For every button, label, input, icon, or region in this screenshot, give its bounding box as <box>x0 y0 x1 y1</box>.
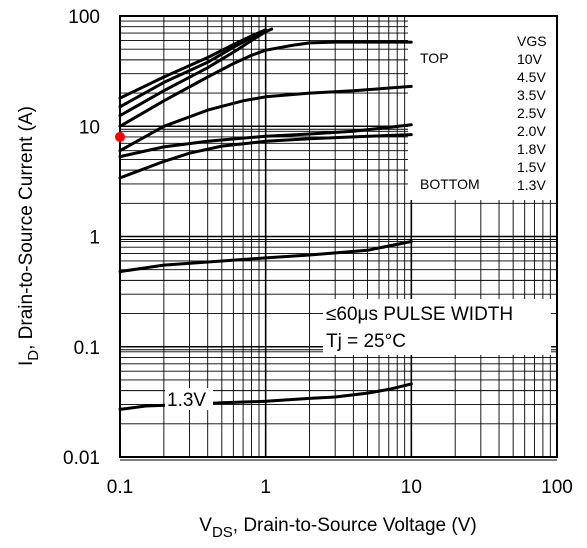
x-tick-label: 100 <box>541 477 573 498</box>
legend-entry: 4.5V <box>517 69 546 85</box>
annotation-background <box>323 299 551 355</box>
series-line <box>118 30 268 118</box>
y-axis-title-main: I <box>16 361 37 366</box>
plot-frame <box>119 15 558 458</box>
series-line <box>118 133 413 180</box>
y-tick-label: 0.1 <box>74 338 100 359</box>
series-line <box>118 240 413 274</box>
legend-entry: 3.5V <box>517 87 546 103</box>
x-axis-title: VDS, Drain-to-Source Voltage (V) <box>199 515 476 541</box>
legend-entry: 1.3V <box>517 177 546 193</box>
legend: VGS TOP BOTTOM 10V 4.5V 3.5V 2.5V 2.0V 1.8V 1.… <box>420 33 547 193</box>
tick-labels: 0.1 1 10 100 0.01 0.1 1 10 100 <box>63 7 573 498</box>
x-axis-title-main: V <box>199 515 212 536</box>
x-axis-title-rest: , Drain-to-Source Voltage (V) <box>233 515 477 536</box>
annotation-pulse-width: ≤60μs PULSE WIDTH <box>326 304 513 325</box>
legend-header: VGS <box>517 33 547 49</box>
legend-bottom-label: BOTTOM <box>420 176 480 192</box>
y-axis-title-rest: , Drain-to-Source Current (A) <box>16 106 37 350</box>
y-tick-label: 1 <box>89 228 100 249</box>
y-axis-title: ID, Drain-to-Source Current (A) <box>16 106 42 366</box>
series-line <box>118 123 413 159</box>
series-layer <box>118 27 413 411</box>
legend-entry: 10V <box>517 51 543 67</box>
legend-entry: 2.0V <box>517 123 546 139</box>
legend-entry: 1.5V <box>517 159 546 175</box>
y-tick-label: 10 <box>79 117 100 138</box>
x-tick-label: 1 <box>260 477 271 498</box>
annotation-tj: Tj = 25°C <box>326 331 406 352</box>
x-tick-label: 10 <box>401 477 422 498</box>
series-line <box>118 27 274 109</box>
y-tick-label: 100 <box>68 7 100 28</box>
legend-entry: 2.5V <box>517 105 546 121</box>
y-axis-title-sub: D <box>25 350 42 361</box>
legend-entry: 1.8V <box>517 141 546 157</box>
x-axis-title-sub: DS <box>212 524 233 541</box>
series-line <box>118 40 413 128</box>
legend-box <box>408 17 556 200</box>
x-tick-label: 0.1 <box>107 477 133 498</box>
legend-top-label: TOP <box>420 50 449 66</box>
series-line <box>118 84 413 153</box>
data-marker <box>115 131 125 142</box>
legend-entries: 10V 4.5V 3.5V 2.5V 2.0V 1.8V 1.5V 1.3V <box>517 51 546 193</box>
y-tick-label: 0.01 <box>63 448 100 469</box>
curve-label-background <box>165 388 213 410</box>
curve-label-1-3v: 1.3V <box>167 390 206 411</box>
